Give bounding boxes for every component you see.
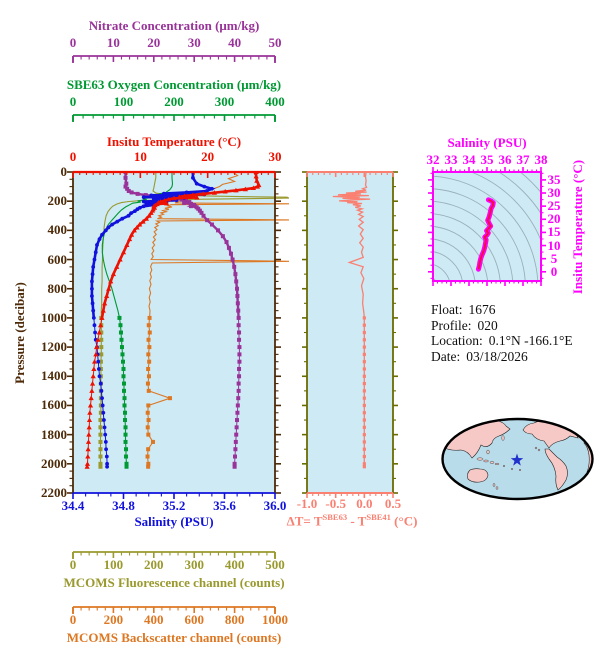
- tick-label: -1.0: [296, 496, 318, 511]
- tick-label: 34: [462, 152, 476, 167]
- tick-label: 400: [144, 612, 164, 627]
- tick-label: 34.4: [61, 498, 85, 513]
- tick-label: 0: [69, 557, 77, 572]
- tick-label: 400: [47, 222, 68, 238]
- tick-label: 100: [113, 94, 134, 109]
- tick-label: 400: [224, 557, 245, 572]
- tick-label: 20: [147, 35, 161, 50]
- tick-label: 50: [268, 35, 282, 50]
- pressure-axis-title: Pressure (decibar): [12, 282, 27, 384]
- backscatter-axis-title: MCOMS Backscatter channel (counts): [66, 630, 282, 645]
- tick-label: 0: [60, 164, 68, 179]
- tick-label: 600: [184, 612, 204, 627]
- tick-label: 600: [47, 251, 68, 267]
- tick-label: 30: [547, 185, 561, 200]
- tick-label: 20: [547, 211, 561, 227]
- tick-label: 10: [547, 237, 561, 253]
- tick-label: 200: [103, 612, 124, 627]
- nitrate-axis-title: Nitrate Concentration (μm/kg): [88, 18, 260, 33]
- tick-label: 800: [224, 612, 245, 627]
- tick-label: 36.0: [263, 498, 287, 513]
- tick-label: 30: [268, 149, 282, 164]
- oxygen-axis-title: SBE63 Oxygen Concentration (μm/kg): [66, 77, 282, 92]
- tick-label: 400: [265, 94, 285, 109]
- tick-label: 200: [164, 94, 184, 109]
- float-location-star: [510, 453, 524, 466]
- tick-label: 0.5: [384, 496, 402, 511]
- tick-label: 10: [133, 149, 147, 164]
- tick-label: 0.0: [356, 496, 373, 511]
- tick-label: 0: [69, 35, 77, 50]
- tick-label: 35.2: [162, 498, 186, 513]
- tick-label: 1400: [41, 368, 67, 384]
- tick-label: 200: [47, 193, 68, 209]
- tick-label: 0: [69, 94, 77, 109]
- tick-label: 35.6: [213, 498, 236, 513]
- tick-label: 38: [534, 152, 548, 167]
- tick-label: 30: [187, 35, 201, 50]
- tick-label: 800: [47, 280, 68, 296]
- temperature-axis-title: Insitu Temperature (°C): [106, 134, 242, 149]
- tick-label: 1600: [41, 397, 67, 413]
- tick-label: 36: [498, 152, 512, 167]
- tick-label: 300: [184, 557, 204, 572]
- tick-label: 35: [480, 152, 494, 167]
- tick-label: 37: [516, 152, 530, 167]
- tick-label: 5: [550, 250, 558, 266]
- tick-label: 20: [201, 149, 215, 164]
- tick-label: 1200: [41, 339, 67, 355]
- tick-label: 32: [426, 152, 440, 167]
- float-info-row-float: Float: 1676: [431, 302, 496, 317]
- tick-label: 0: [550, 263, 558, 279]
- tick-label: 2200: [41, 485, 67, 500]
- tick-label: 25: [547, 198, 561, 214]
- tick-label: 1000: [41, 309, 67, 325]
- tick-label: -0.5: [325, 496, 346, 511]
- tick-label: 15: [547, 224, 561, 240]
- tick-label: 33: [444, 152, 458, 167]
- salinity-axis-title: Salinity (PSU): [134, 514, 214, 529]
- tick-label: 40: [228, 35, 242, 50]
- tick-label: 2000: [41, 455, 67, 471]
- float-info: Float: 1676 Profile: 020 Location: 0.1°N -1…: [431, 302, 579, 364]
- tick-label: 100: [103, 557, 124, 572]
- tick-label: 500: [265, 557, 285, 572]
- tick-label: 10: [106, 35, 120, 50]
- dt-axis-title: ΔT= TSBE63 - TSBE41 (°C): [286, 512, 418, 529]
- ts-salinity-title: Salinity (PSU): [447, 135, 527, 150]
- fluorescence-axis-title: MCOMS Fluorescence channel (counts): [63, 575, 285, 590]
- tick-label: 0: [69, 149, 77, 164]
- float-info-row-profile: Profile: 020: [431, 317, 498, 333]
- tick-label: 0: [69, 612, 77, 627]
- float-info-row-location: Location: 0.1°N -166.1°E: [431, 333, 573, 348]
- tick-label: 35: [547, 171, 561, 187]
- tick-label: 1000: [262, 612, 288, 627]
- float-info-row-date: Date: 03/18/2026: [431, 348, 528, 364]
- tick-label: 1800: [41, 426, 67, 442]
- tick-label: 300: [214, 94, 235, 109]
- ts-temperature-title: Insitu Temperature (°C): [570, 159, 585, 295]
- tick-label: 200: [144, 557, 164, 572]
- tick-label: 34.8: [112, 498, 135, 513]
